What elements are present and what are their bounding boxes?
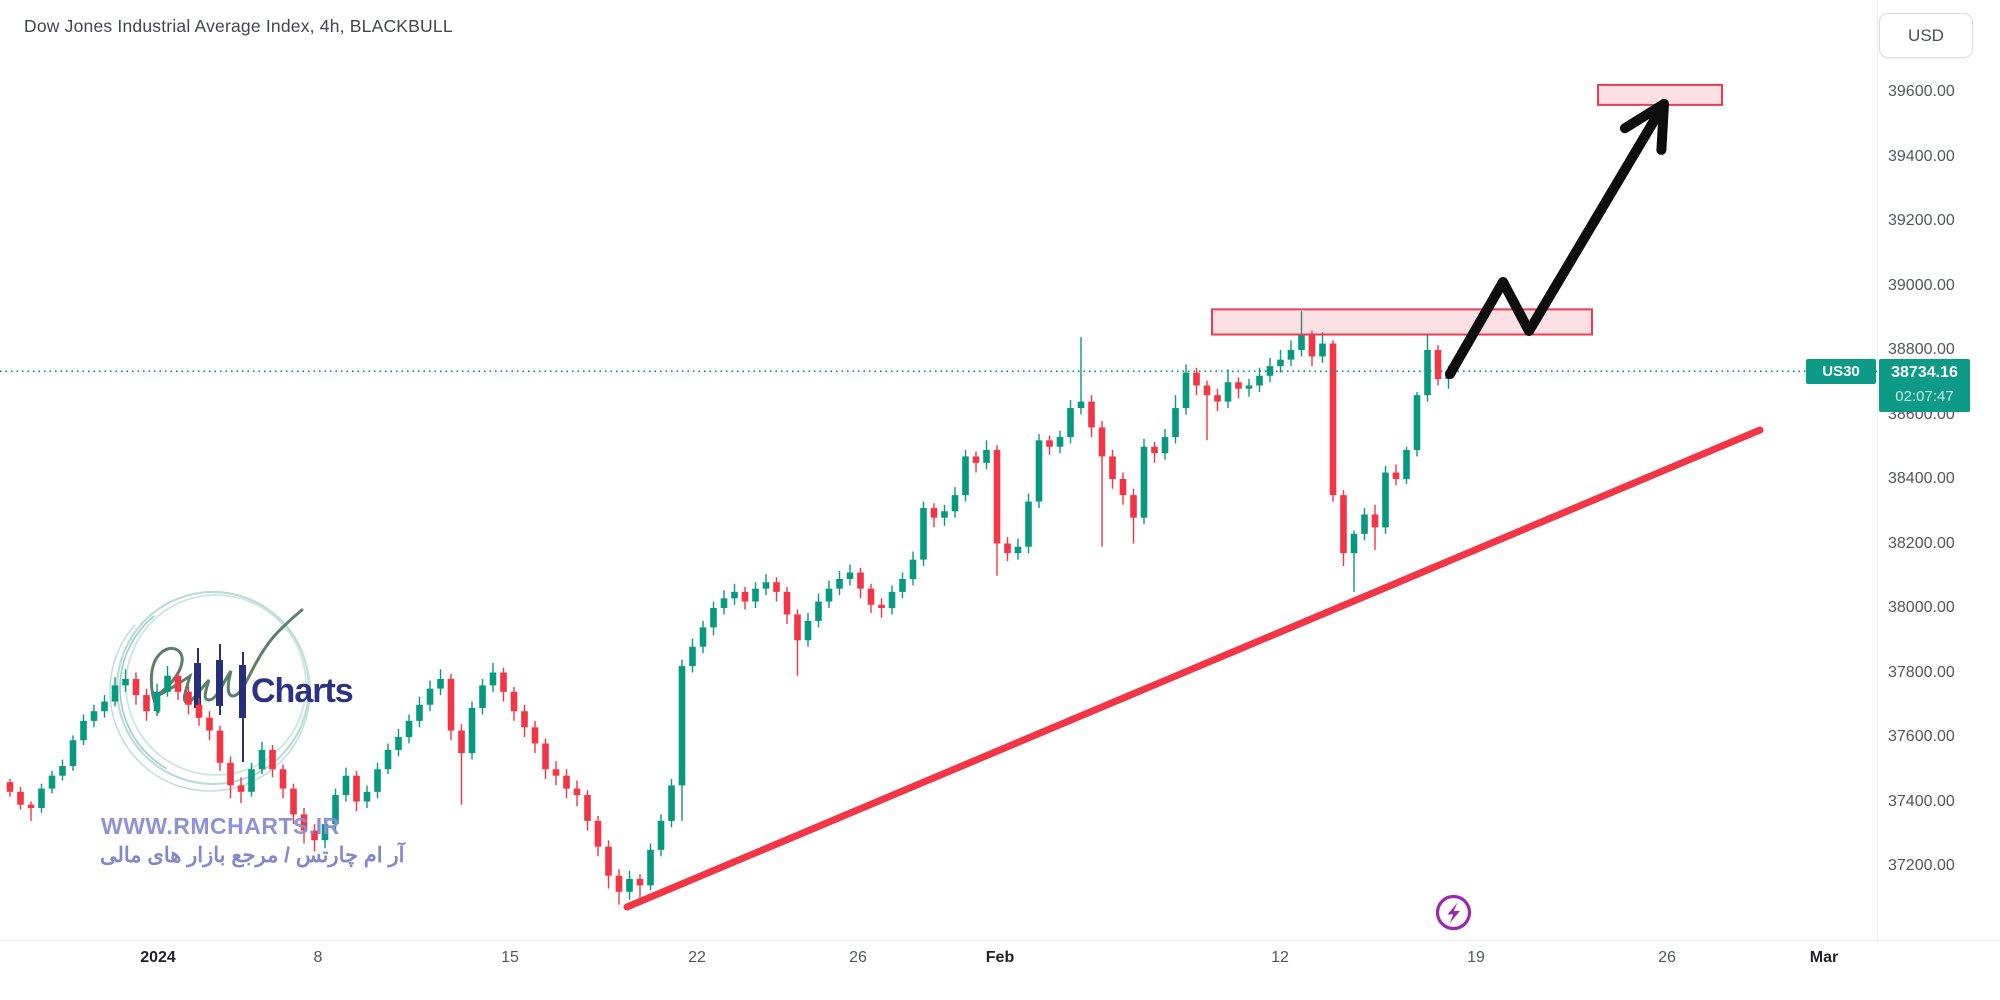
watermark-brand-text: Charts	[251, 672, 354, 710]
price-tick-label: 39600.00	[1888, 83, 1955, 100]
price-tick-label: 38000.00	[1888, 599, 1955, 616]
price-tick-label: 39400.00	[1888, 147, 1955, 165]
lightning-icon[interactable]	[1434, 893, 1473, 932]
price-tick-label: 37800.00	[1888, 663, 1955, 681]
countdown-timer: 02:07:47	[1895, 387, 1954, 405]
time-tick-label: 12	[1271, 949, 1289, 966]
watermark-url: WWW.RMCHARTS.IR	[101, 813, 340, 839]
watermark-tagline: آر ام چارتس / مرجع بازار های مالی	[100, 844, 405, 867]
symbol-title: Dow Jones Industrial Average Index, 4h, …	[24, 16, 453, 36]
price-tick-label: 38200.00	[1888, 534, 1955, 552]
time-tick-label: 26	[1658, 949, 1676, 966]
time-tick-label: 22	[688, 949, 706, 966]
time-tick-label: 19	[1467, 949, 1485, 966]
price-tick-label: 38800.00	[1888, 341, 1955, 358]
time-tick-label: 15	[501, 949, 519, 966]
candles-layer	[6, 311, 1452, 905]
price-tick-label: 37200.00	[1888, 857, 1955, 874]
price-axis[interactable]: 39600.00 39400.00 39200.00 39000.00 38800.00…	[1878, 0, 2000, 940]
price-tick-label: 38400.00	[1888, 470, 1955, 487]
time-tick-label: 2024	[140, 949, 176, 966]
price-tick-label: 39200.00	[1888, 212, 1955, 229]
price-tick-label: 37600.00	[1888, 728, 1955, 745]
currency-button[interactable]: USD	[1879, 13, 1973, 58]
watermark-rm-script	[149, 608, 304, 714]
supply-zones[interactable]	[1211, 83, 1723, 336]
last-price: 38734.16	[1891, 363, 1958, 381]
time-axis[interactable]: 2024 8 15 22 26 Feb 12 19 26 Mar	[0, 941, 2000, 1000]
projection-arrow[interactable]	[1445, 99, 1669, 379]
time-tick-label: Feb	[985, 949, 1015, 966]
time-tick-label: 26	[849, 949, 867, 966]
time-tick-label: 8	[313, 949, 323, 966]
time-axis-separator	[0, 940, 2000, 941]
price-tick-label: 39000.00	[1888, 276, 1955, 294]
trend-line[interactable]	[623, 426, 1764, 911]
price-axis-separator	[1877, 0, 1878, 940]
last-price-box: 38734.16 02:07:47	[1879, 358, 1970, 412]
watermark-logo	[109, 590, 311, 792]
time-tick-label: Mar	[1809, 949, 1839, 966]
symbol-price-flag: US30	[1806, 358, 1876, 384]
price-tick-label: 37400.00	[1888, 792, 1955, 810]
